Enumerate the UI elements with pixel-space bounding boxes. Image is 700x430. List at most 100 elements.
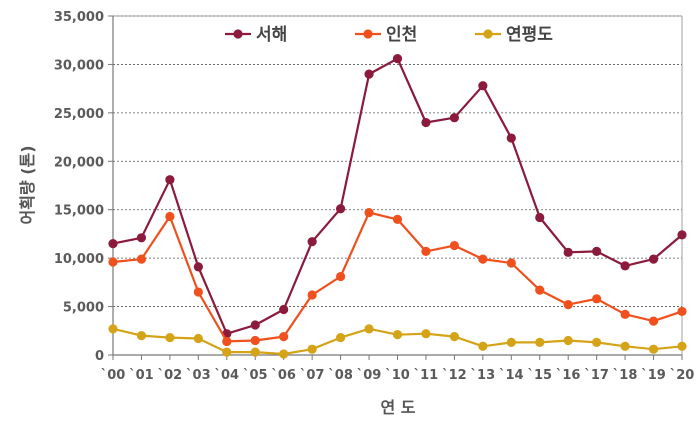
data-point bbox=[250, 347, 260, 357]
y-tick-label: 35,000 bbox=[54, 10, 104, 25]
data-point bbox=[563, 335, 573, 346]
series-line bbox=[112, 211, 683, 343]
x-tick-label: `12 bbox=[442, 368, 467, 383]
data-point bbox=[193, 262, 203, 272]
y-tick-label: 25,000 bbox=[54, 107, 104, 122]
y-tick-label: 0 bbox=[95, 349, 104, 364]
x-tick-label: `02 bbox=[158, 368, 183, 383]
data-point bbox=[307, 344, 317, 354]
legend-item-1: 서해 bbox=[225, 25, 287, 45]
data-point bbox=[392, 214, 403, 224]
x-tick-label: `13 bbox=[471, 368, 496, 383]
y-tick-label: 15,000 bbox=[54, 204, 104, 219]
data-point bbox=[478, 254, 488, 264]
legend-label: 서해 bbox=[256, 25, 287, 45]
series-3 bbox=[108, 324, 687, 359]
x-tick-label: `07 bbox=[300, 368, 325, 383]
series-2 bbox=[108, 208, 687, 347]
data-point bbox=[136, 331, 147, 341]
data-point bbox=[592, 337, 602, 348]
data-point bbox=[506, 258, 516, 268]
x-tick-label: `08 bbox=[328, 368, 353, 383]
data-point bbox=[535, 285, 545, 295]
data-point bbox=[108, 324, 118, 334]
data-point bbox=[222, 347, 232, 357]
data-point bbox=[165, 332, 175, 343]
x-tick-label: `16 bbox=[556, 368, 581, 383]
data-point bbox=[648, 254, 659, 264]
data-point bbox=[677, 306, 687, 317]
data-point bbox=[421, 329, 431, 339]
x-tick-label: `06 bbox=[271, 368, 296, 383]
series-1 bbox=[108, 54, 687, 339]
data-point bbox=[421, 246, 431, 256]
data-point bbox=[364, 324, 374, 334]
x-tick-label: `11 bbox=[414, 368, 439, 383]
data-point bbox=[307, 290, 317, 300]
data-point bbox=[648, 316, 659, 326]
data-point bbox=[279, 331, 289, 342]
x-tick-label: `05 bbox=[243, 368, 268, 383]
data-point bbox=[449, 331, 459, 342]
legend-marker bbox=[233, 29, 243, 39]
data-point bbox=[620, 309, 630, 319]
data-point bbox=[506, 337, 516, 348]
y-tick-labels: 0 5,000 10,000 15,000 20,000 25,000 30,000 35,0… bbox=[54, 10, 104, 364]
x-tick-label: `14 bbox=[499, 368, 524, 383]
x-tick-label: `10 bbox=[385, 368, 410, 383]
legend: 서해 인천 연평도 bbox=[225, 25, 553, 45]
data-point bbox=[677, 341, 687, 351]
x-tick-label: `01 bbox=[129, 368, 154, 383]
data-point bbox=[336, 332, 346, 343]
y-tick-label: 30,000 bbox=[54, 58, 104, 73]
data-point bbox=[478, 81, 488, 91]
data-point bbox=[449, 240, 459, 251]
legend-item-2: 인천 bbox=[355, 25, 417, 45]
y-tick-label: 20,000 bbox=[54, 155, 104, 170]
data-point bbox=[165, 175, 175, 185]
data-point bbox=[620, 261, 630, 271]
x-tick-labels: `00 `01 `02 `03 `04 `05 `06 `07 `08 `09 `10 `11 `12 `… bbox=[101, 368, 695, 383]
series-lines bbox=[108, 54, 687, 359]
data-point bbox=[364, 69, 374, 79]
x-tick-label: `04 bbox=[215, 368, 240, 383]
x-tick-label: `19 bbox=[641, 368, 666, 383]
data-point bbox=[535, 337, 545, 348]
x-axis-label: 연 도 bbox=[380, 398, 415, 417]
x-tick-label: `17 bbox=[584, 368, 609, 383]
data-point bbox=[563, 300, 573, 310]
data-point bbox=[336, 271, 346, 282]
data-point bbox=[193, 287, 203, 297]
data-point bbox=[392, 330, 403, 340]
x-tick-label: `20 bbox=[670, 368, 695, 383]
y-axis-label: 어획량 (톤) bbox=[18, 145, 37, 224]
data-point bbox=[279, 349, 289, 359]
data-point bbox=[648, 344, 659, 354]
data-point bbox=[677, 230, 687, 240]
data-point bbox=[392, 54, 403, 64]
data-point bbox=[364, 208, 374, 218]
data-point bbox=[592, 294, 602, 304]
axes bbox=[108, 15, 683, 360]
data-point bbox=[165, 211, 175, 222]
legend-marker bbox=[483, 29, 493, 39]
data-point bbox=[108, 257, 118, 267]
data-point bbox=[449, 113, 459, 123]
data-point bbox=[592, 246, 602, 256]
data-point bbox=[307, 237, 317, 247]
data-point bbox=[250, 335, 260, 346]
data-point bbox=[250, 320, 260, 330]
data-point bbox=[136, 233, 147, 243]
data-point bbox=[193, 333, 203, 344]
data-point bbox=[563, 247, 573, 257]
data-point bbox=[506, 133, 516, 143]
legend-label: 인천 bbox=[386, 25, 417, 45]
data-point bbox=[279, 304, 289, 315]
x-tick-label: `15 bbox=[527, 368, 552, 383]
x-tick-label: `03 bbox=[186, 368, 211, 383]
legend-item-3: 연평도 bbox=[475, 25, 553, 45]
x-tick-label: `00 bbox=[101, 368, 126, 383]
data-point bbox=[136, 254, 147, 264]
data-point bbox=[222, 336, 232, 347]
